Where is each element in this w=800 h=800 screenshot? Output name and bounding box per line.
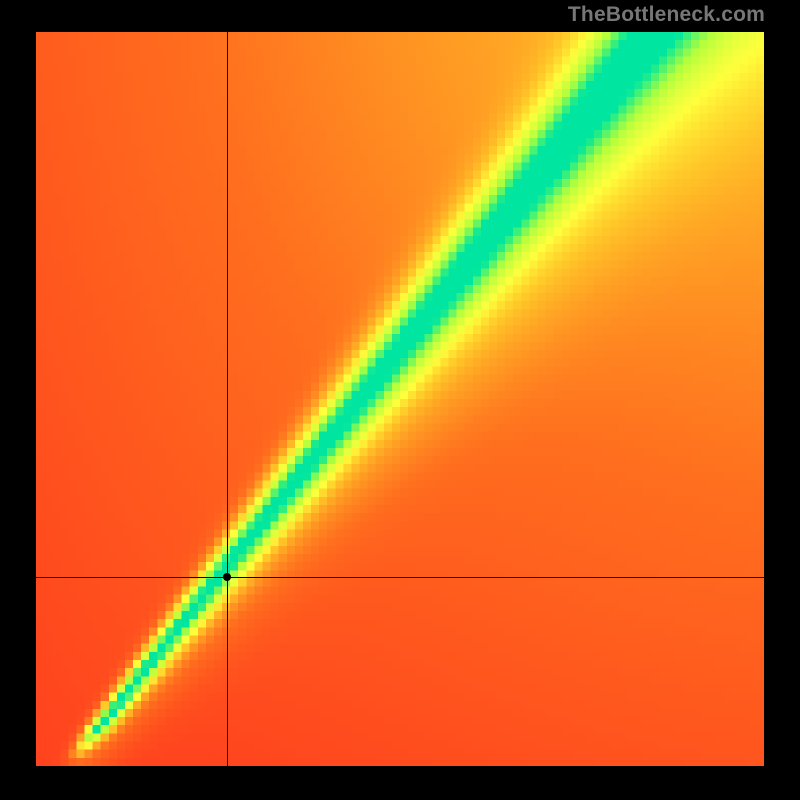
chart-container: TheBottleneck.com [0,0,800,800]
watermark-text: TheBottleneck.com [568,3,765,27]
heatmap-canvas [36,32,764,766]
